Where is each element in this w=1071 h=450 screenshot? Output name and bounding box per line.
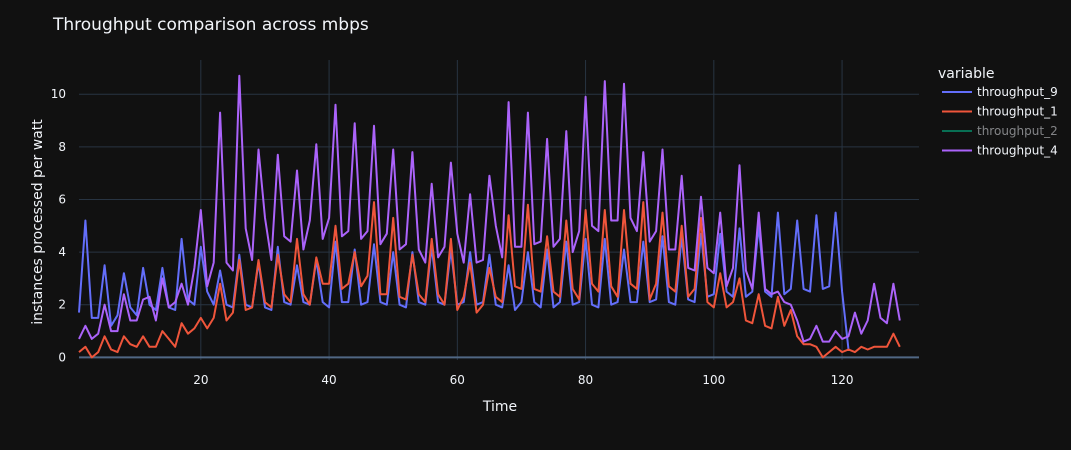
y-tick-label: 0 [58,350,66,364]
y-tick-label: 6 [58,192,66,206]
y-tick-label: 2 [58,298,66,312]
x-tick-label: 120 [831,373,854,387]
legend-item-throughput_1[interactable]: throughput_1 [942,105,1058,119]
legend-item-throughput_9[interactable]: throughput_9 [942,85,1058,99]
y-axis-title: instances processed per watt [30,119,46,325]
y-tick-label: 8 [58,140,66,154]
series-line-throughput_4 [78,74,901,343]
x-tick-label: 100 [702,373,725,387]
legend: variable throughput_9 throughput_1through… [938,66,1058,158]
x-tick-label: 60 [450,373,465,387]
legend-label: throughput_2 [977,124,1058,138]
axis-ticks: 20 40 60 80 100 120 0 2 4 6 8 10 [51,87,854,387]
x-tick-label: 40 [321,373,336,387]
series-lines [78,74,901,359]
x-tick-label: 80 [578,373,593,387]
legend-label: throughput_9 [977,85,1058,99]
legend-item-throughput_4[interactable]: throughput_4 [942,144,1058,158]
x-tick-label: 20 [193,373,208,387]
y-tick-label: 10 [51,87,66,101]
legend-label: throughput_4 [977,144,1058,158]
y-tick-label: 4 [58,245,66,259]
legend-item-throughput_2[interactable]: throughput_2 [942,124,1058,138]
legend-label: throughput_1 [977,105,1058,119]
x-axis-title: Time [482,399,517,415]
series-line-throughput_9 [78,211,850,350]
series-line-throughput_1 [78,201,901,359]
legend-title: variable [938,66,994,82]
chart-title: Throughput comparison across mbps [52,15,369,35]
